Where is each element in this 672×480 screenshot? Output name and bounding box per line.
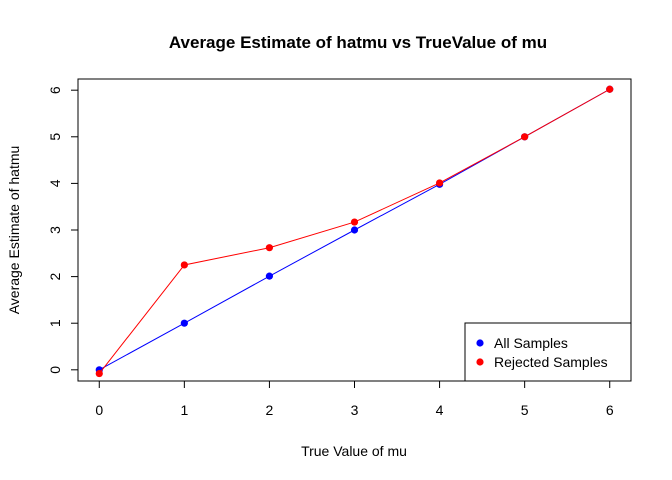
data-point	[350, 218, 359, 226]
x-tick-label: 5	[521, 402, 529, 418]
data-point	[265, 244, 274, 252]
x-axis-label: True Value of mu	[301, 443, 407, 459]
data-point	[265, 272, 274, 280]
x-tick-label: 1	[180, 402, 188, 418]
data-point	[180, 261, 188, 269]
y-axis-label: Average Estimate of hatmu	[6, 146, 22, 315]
legend-marker	[476, 339, 484, 347]
series-rejected-samples	[95, 85, 614, 378]
chart-title: Average Estimate of hatmu vs TrueValue o…	[169, 33, 547, 52]
y-tick-label: 4	[47, 179, 63, 187]
y-tick-label: 0	[47, 366, 63, 374]
data-point	[606, 85, 614, 93]
x-tick-label: 0	[95, 402, 103, 418]
y-tick-label: 5	[47, 133, 63, 141]
x-tick-label: 6	[606, 402, 614, 418]
data-point	[435, 179, 444, 187]
data-point	[180, 319, 188, 327]
data-point	[350, 226, 359, 234]
x-axis: 0 1 2 3 4 5 6	[95, 380, 614, 418]
y-tick-label: 6	[47, 86, 63, 94]
legend-marker	[476, 358, 484, 366]
legend-label: All Samples	[494, 335, 568, 351]
series-layer	[95, 85, 614, 378]
y-axis: 0 1 2 3 4 5 6	[47, 86, 79, 374]
data-point	[521, 133, 529, 141]
x-tick-label: 3	[351, 402, 359, 418]
legend-label: Rejected Samples	[494, 354, 608, 370]
legend: All Samples Rejected Samples	[464, 322, 632, 382]
x-tick-label: 2	[266, 402, 274, 418]
y-tick-label: 3	[47, 226, 63, 234]
y-tick-label: 1	[47, 319, 63, 327]
x-tick-label: 4	[436, 402, 444, 418]
y-tick-label: 2	[47, 273, 63, 281]
legend-box	[464, 322, 632, 382]
data-point	[95, 369, 103, 378]
